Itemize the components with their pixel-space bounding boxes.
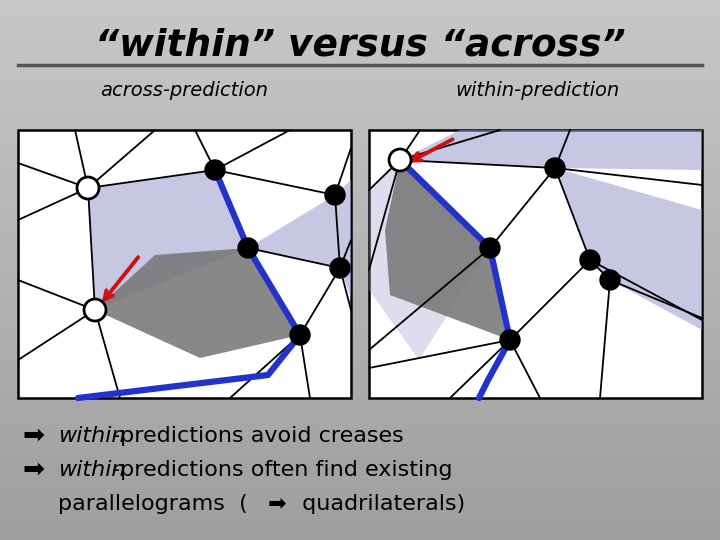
Text: within: within bbox=[58, 426, 125, 446]
Circle shape bbox=[480, 238, 500, 258]
Text: across-prediction: across-prediction bbox=[100, 80, 268, 99]
Circle shape bbox=[205, 160, 225, 180]
Circle shape bbox=[325, 185, 345, 205]
Circle shape bbox=[330, 258, 350, 278]
Polygon shape bbox=[95, 248, 300, 358]
Text: ➡: ➡ bbox=[22, 457, 44, 483]
Text: quadrilaterals): quadrilaterals) bbox=[295, 494, 465, 514]
Circle shape bbox=[238, 238, 258, 258]
Polygon shape bbox=[88, 170, 248, 310]
Circle shape bbox=[500, 330, 520, 350]
Polygon shape bbox=[555, 168, 702, 330]
Circle shape bbox=[600, 270, 620, 290]
Polygon shape bbox=[400, 130, 702, 170]
Text: within: within bbox=[58, 460, 125, 480]
Circle shape bbox=[389, 149, 411, 171]
Text: -predictions avoid creases: -predictions avoid creases bbox=[112, 426, 404, 446]
Text: “within” versus “across”: “within” versus “across” bbox=[95, 27, 625, 63]
Polygon shape bbox=[248, 180, 351, 298]
Text: -predictions often find existing: -predictions often find existing bbox=[112, 460, 452, 480]
Text: parallelograms  (: parallelograms ( bbox=[58, 494, 248, 514]
Bar bbox=[18, 130, 351, 398]
Circle shape bbox=[580, 250, 600, 270]
Circle shape bbox=[545, 158, 565, 178]
Polygon shape bbox=[385, 160, 510, 340]
Circle shape bbox=[84, 299, 106, 321]
Polygon shape bbox=[369, 160, 490, 360]
Text: ➡: ➡ bbox=[268, 494, 287, 514]
Text: ➡: ➡ bbox=[22, 423, 44, 449]
Text: within-prediction: within-prediction bbox=[455, 80, 619, 99]
Circle shape bbox=[290, 325, 310, 345]
Circle shape bbox=[77, 177, 99, 199]
Bar bbox=[369, 130, 702, 398]
